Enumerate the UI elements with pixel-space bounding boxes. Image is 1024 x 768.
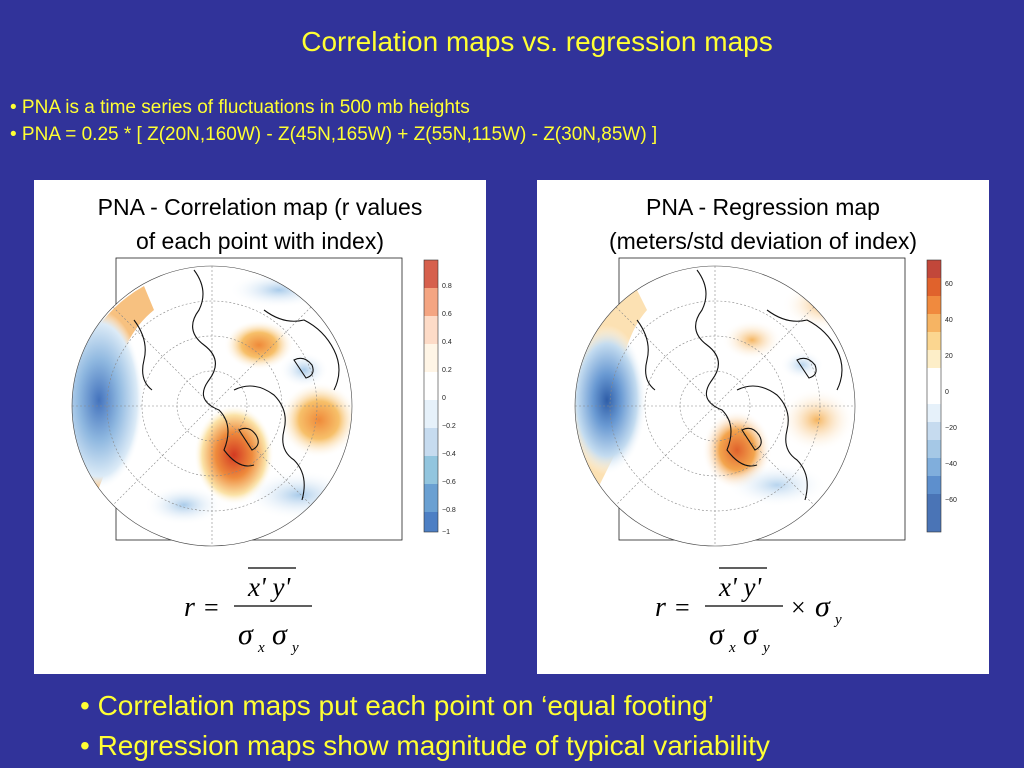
regression-title-line2: (meters/std deviation of index) xyxy=(608,228,918,254)
correlation-map-panel: PNA - Correlation map (r values of each … xyxy=(34,180,486,674)
colorbar-tick: −1 xyxy=(442,529,450,536)
svg-text:x: x xyxy=(728,640,736,656)
correlation-title-line2: of each point with index) xyxy=(135,228,385,254)
svg-text:×: × xyxy=(791,593,806,622)
colorbar-tick: 0.2 xyxy=(442,367,452,374)
colorbar-tick: 40 xyxy=(945,317,953,324)
regression-map-panel: PNA - Regression map (meters/std deviati… xyxy=(537,180,989,674)
svg-text:=: = xyxy=(675,593,690,622)
colorbar-tick: 0 xyxy=(945,389,949,396)
colorbar-tick: 0.4 xyxy=(442,339,452,346)
svg-text:y: y xyxy=(833,612,842,628)
colorbar-tick: 0.6 xyxy=(442,311,452,318)
regression-colorbar: 60 40 20 0 −20 −40 −60 xyxy=(926,259,957,533)
colorbar-tick: 0 xyxy=(442,395,446,402)
svg-text:=: = xyxy=(204,593,219,622)
correlation-title-line1: PNA - Correlation map (r values xyxy=(97,194,423,220)
colorbar-tick: −20 xyxy=(945,425,957,432)
colorbar-tick: 0.8 xyxy=(442,283,452,290)
regression-map-figure: 60 40 20 0 −20 −40 −60 xyxy=(574,257,957,547)
bottom-bullet-list: • Correlation maps put each point on ‘eq… xyxy=(80,686,770,766)
svg-text:σ: σ xyxy=(743,618,759,651)
correlation-formula: r = x' y' σ x σ y xyxy=(184,567,312,656)
svg-text:σ: σ xyxy=(238,618,254,651)
svg-text:σ: σ xyxy=(815,590,831,623)
colorbar-tick: −60 xyxy=(945,497,957,504)
svg-text:x' y': x' y' xyxy=(247,572,291,602)
svg-text:y: y xyxy=(290,640,299,656)
colorbar-tick: −40 xyxy=(945,461,957,468)
correlation-colorbar: 0.8 0.6 0.4 0.2 0 −0.2 −0.4 −0.6 −0.8 −1 xyxy=(423,259,456,536)
correlation-map-title: PNA - Correlation map (r values of each … xyxy=(34,190,486,258)
regression-formula: r = x' y' σ x σ y × σ y xyxy=(655,567,842,656)
colorbar-tick: 20 xyxy=(945,353,953,360)
svg-text:x: x xyxy=(257,640,265,656)
bullet-pna-definition: • PNA is a time series of fluctuations i… xyxy=(10,97,470,118)
colorbar-tick: −0.8 xyxy=(442,507,456,514)
bullet-correlation-maps: • Correlation maps put each point on ‘eq… xyxy=(80,690,714,721)
colorbar-tick: −0.6 xyxy=(442,479,456,486)
top-bullet-list: • PNA is a time series of fluctuations i… xyxy=(10,94,657,148)
colorbar-tick: −0.2 xyxy=(442,423,456,430)
colorbar-tick: −0.4 xyxy=(442,451,456,458)
svg-text:r: r xyxy=(655,592,666,623)
bullet-pna-formula: • PNA = 0.25 * [ Z(20N,160W) - Z(45N,165… xyxy=(10,124,658,145)
svg-text:x' y': x' y' xyxy=(718,572,762,602)
svg-text:σ: σ xyxy=(709,618,725,651)
regression-map-title: PNA - Regression map (meters/std deviati… xyxy=(537,190,989,258)
bullet-regression-maps: • Regression maps show magnitude of typi… xyxy=(80,730,770,761)
colorbar-tick: 60 xyxy=(945,281,953,288)
svg-text:r: r xyxy=(184,592,195,623)
svg-text:σ: σ xyxy=(272,618,288,651)
slide-title: Correlation maps vs. regression maps xyxy=(301,26,773,57)
svg-text:y: y xyxy=(761,640,770,656)
regression-title-line1: PNA - Regression map xyxy=(646,194,880,220)
correlation-map-figure: 0.8 0.6 0.4 0.2 0 −0.2 −0.4 −0.6 −0.8 −1 xyxy=(71,257,456,547)
